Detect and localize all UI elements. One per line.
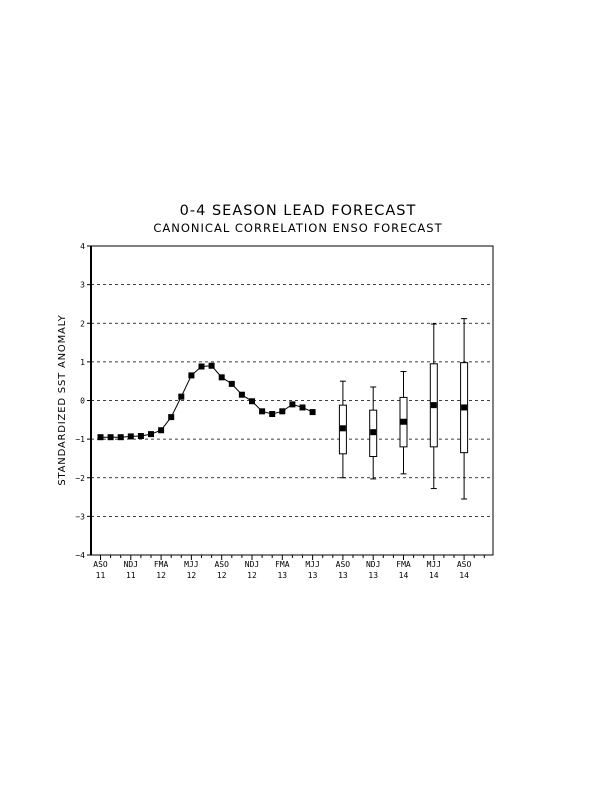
grid-lines [91,284,493,517]
y-tick-label: 3 [80,281,85,290]
forecast-center-point [461,404,468,411]
x-tick-year-label: 12 [156,571,166,580]
observed-point [178,393,185,400]
chart-title: 0-4 SEASON LEAD FORECAST [180,203,417,219]
observed-point [198,363,205,370]
y-tick-label: −2 [75,474,85,483]
observed-point [188,372,195,379]
x-tick-year-label: 11 [96,571,106,580]
x-tick-season-label: MJJ [184,560,198,569]
observed-point [127,433,134,440]
y-tick-label: −3 [75,512,85,521]
x-tick-season-label: NDJ [366,560,380,569]
observed-series [97,362,316,441]
x-tick-season-label: ASO [336,560,351,569]
forecast-series [338,318,469,500]
x-ticks: ASO 11 NDJ 11 FMA 12 MJJ 12 ASO 12 NDJ 12 FMA 13 MJJ 13… [93,555,485,580]
observed-point [309,409,316,416]
observed-point [97,434,104,441]
observed-point [228,380,235,387]
observed-point [117,434,124,441]
y-ticks: −4 −3 −2 −1 0 1 2 3 4 [75,242,91,560]
x-tick-season-label: ASO [93,560,108,569]
x-tick-year-label: 11 [126,571,136,580]
y-tick-label: 1 [80,358,85,367]
x-tick-season-label: FMA [396,560,411,569]
observed-point [168,414,175,421]
x-tick-year-label: 14 [399,571,409,580]
y-tick-label: 0 [80,397,85,406]
y-tick-label: 2 [80,319,85,328]
observed-line [100,365,313,438]
x-tick-season-label: NDJ [245,560,259,569]
chart-subtitle: CANONICAL CORRELATION ENSO FORECAST [153,221,442,235]
observed-point [107,434,114,441]
y-tick-label: −1 [75,435,85,444]
forecast-center-point [400,418,407,425]
x-tick-season-label: ASO [214,560,229,569]
y-tick-label: −4 [75,551,85,560]
x-tick-year-label: 14 [459,571,469,580]
x-tick-year-label: 13 [308,571,318,580]
observed-point [158,427,165,434]
x-tick-year-label: 13 [368,571,378,580]
y-axis-label: STANDARDIZED SST ANOMALY [57,314,68,485]
x-tick-season-label: FMA [154,560,169,569]
x-tick-year-label: 12 [217,571,227,580]
forecast-center-point [339,425,346,432]
x-tick-season-label: ASO [457,560,472,569]
observed-point [269,411,276,418]
forecast-center-point [430,402,437,409]
x-tick-year-label: 12 [187,571,197,580]
observed-point [148,431,154,438]
x-tick-year-label: 12 [247,571,257,580]
observed-point [137,433,144,440]
x-tick-year-label: 14 [429,571,439,580]
observed-point [238,391,245,398]
x-tick-year-label: 13 [338,571,348,580]
observed-point [299,404,306,411]
observed-point [259,408,266,415]
x-tick-year-label: 13 [277,571,287,580]
observed-point [218,374,225,381]
x-tick-season-label: MJJ [305,560,319,569]
observed-point [279,408,286,415]
x-tick-season-label: NDJ [124,560,138,569]
forecast-center-point [370,429,377,436]
x-tick-season-label: MJJ [427,560,441,569]
observed-point [249,398,255,405]
observed-point [289,401,296,408]
y-tick-label: 4 [80,242,85,251]
x-tick-season-label: FMA [275,560,290,569]
observed-point [208,362,215,369]
